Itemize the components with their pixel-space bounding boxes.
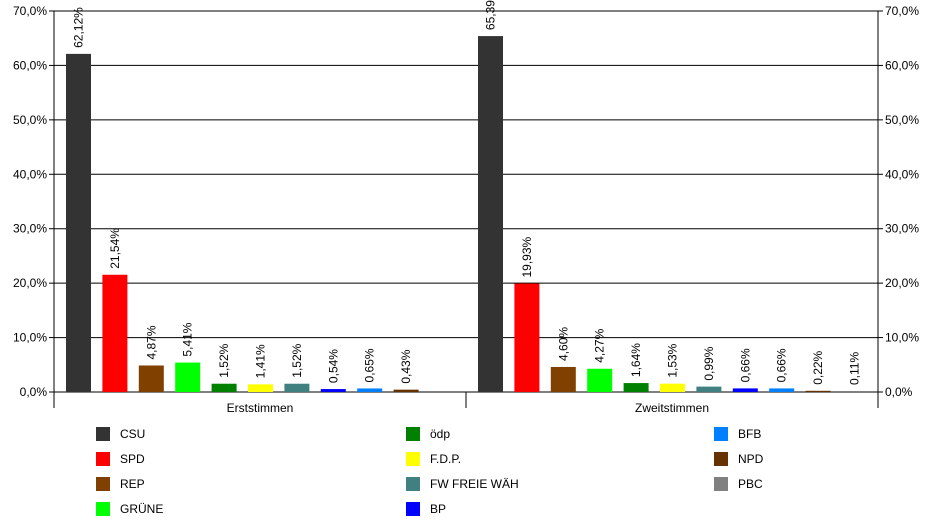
y-tick-label-right: 60,0% [885,58,919,72]
category-label: Erststimmen [227,401,294,415]
data-label: 0,66% [775,348,789,382]
bar [393,389,419,392]
legend-swatch [406,427,420,441]
y-tick-label-left: 0,0% [20,385,48,399]
data-label: 1,52% [290,343,304,377]
legend-swatch [96,477,110,491]
bar [805,390,831,392]
data-label: 5,41% [181,322,195,356]
data-label: 62,12% [72,7,86,48]
y-tick-label-left: 60,0% [13,58,47,72]
y-tick-label-right: 0,0% [885,385,913,399]
bar [138,365,164,392]
data-label: 19,93% [520,236,534,277]
data-label: 0,99% [702,346,716,380]
bar [284,383,310,392]
bar [175,362,201,392]
y-tick-label-left: 50,0% [13,113,47,127]
data-label: 21,54% [108,228,122,269]
bar [623,383,649,392]
legend-label: F.D.P. [430,452,462,466]
legend-label: BP [430,502,447,516]
legend-label: GRÜNE [120,502,164,516]
y-tick-label-left: 30,0% [13,222,47,236]
bar [211,383,237,392]
data-label: 1,53% [666,343,680,377]
data-label: 1,64% [629,343,643,377]
data-label: 4,60% [556,327,570,361]
y-tick-label-right: 40,0% [885,167,919,181]
data-label: 0,66% [738,348,752,382]
data-label: 0,22% [811,350,825,384]
data-label: 0,54% [326,349,340,383]
bar [514,283,540,392]
y-tick-label-left: 10,0% [13,331,47,345]
y-tick-label-left: 70,0% [13,4,47,18]
bar [732,388,758,392]
legend-label: REP [120,477,145,491]
bar [320,389,346,392]
y-tick-label-right: 20,0% [885,276,919,290]
bar [66,53,91,393]
data-label: 1,41% [254,344,268,378]
legend-label: CSU [120,427,146,441]
y-tick-label-left: 40,0% [13,167,47,181]
legend-label: SPD [120,452,145,466]
data-label: 1,52% [217,343,231,377]
legend-swatch [96,452,110,466]
y-tick-label-right: 50,0% [885,113,919,127]
legend-swatch [714,477,728,491]
y-tick-label-right: 30,0% [885,222,919,236]
bar [550,366,576,392]
bar-chart: 0,0% 0,0% 10,0% 10,0% 20,0% 20,0% 30,0% 30,0% 40… [13,0,919,415]
bar [587,368,613,392]
data-label: 65,39% [484,0,498,30]
bar [842,391,867,392]
legend-swatch [96,502,110,516]
bar [769,388,795,392]
bar [102,274,128,392]
data-label: 0,43% [399,349,413,383]
data-label: 0,65% [363,348,377,382]
y-tick-label-right: 10,0% [885,331,919,345]
legend-swatch [406,502,420,516]
data-label: 4,87% [144,325,158,359]
bar [248,384,273,392]
legend-swatch [96,427,110,441]
data-label: 4,27% [593,328,607,362]
legend-swatch [406,477,420,491]
legend-swatch [714,427,728,441]
bar [478,36,503,392]
data-label: 0,11% [848,352,862,385]
legend-label: NPD [738,452,764,466]
y-tick-label-right: 70,0% [885,4,919,18]
legend-label: ödp [430,427,451,441]
bar [357,388,383,392]
legend-label: BFB [738,427,762,441]
legend-swatch [406,452,420,466]
bar [660,383,685,392]
legend-label: PBC [738,477,763,491]
legend-label: FW FREIE WÄH [430,477,519,491]
legend-swatch [714,452,728,466]
y-tick-label-left: 20,0% [13,276,47,290]
category-label: Zweitstimmen [635,401,709,415]
bar [696,386,722,392]
